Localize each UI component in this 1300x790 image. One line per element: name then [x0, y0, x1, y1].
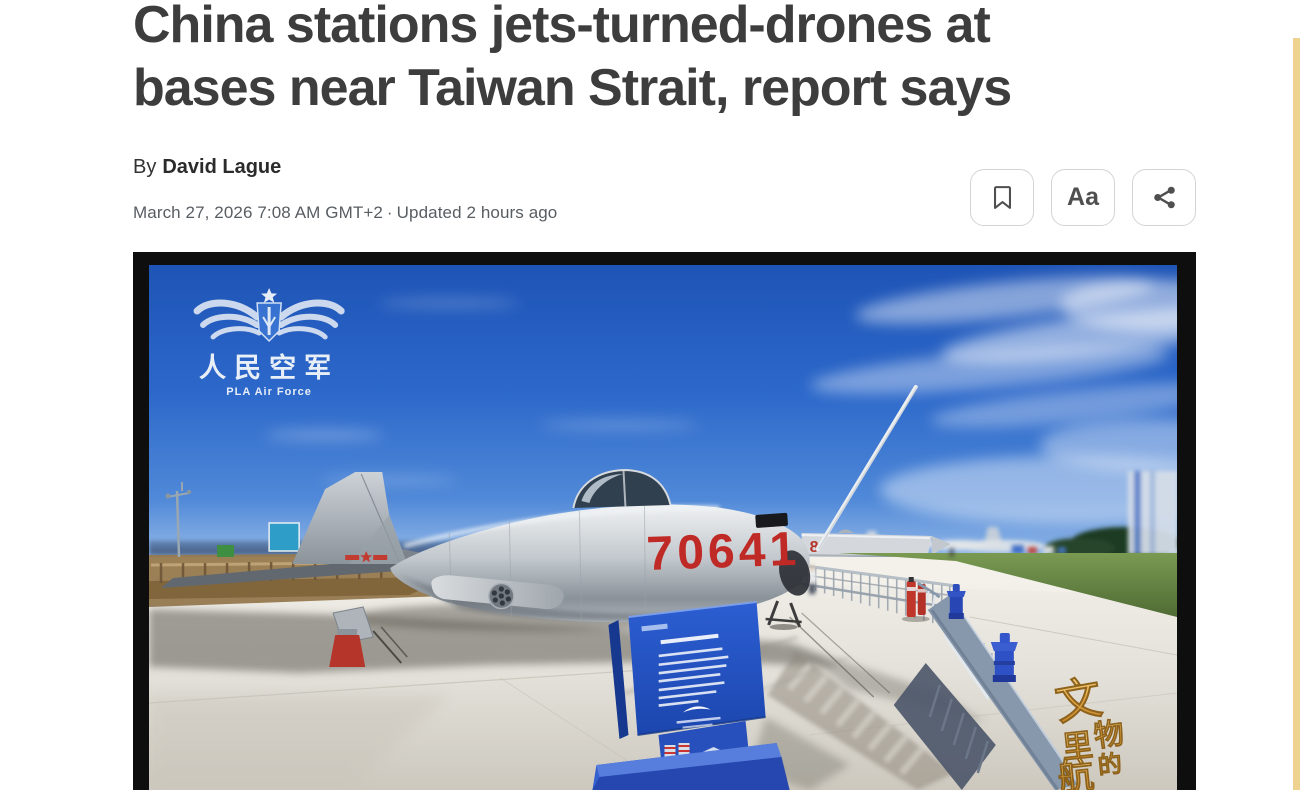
emblem-en-text: PLA Air Force: [226, 386, 312, 398]
grass: [837, 553, 1177, 617]
belly-stores: [431, 575, 564, 610]
text-size-button[interactable]: Aa: [1051, 169, 1115, 226]
gold-watermark-char: 物: [1092, 716, 1127, 755]
byline-prefix: By: [133, 156, 157, 178]
date-text: March 27, 2026 7:08 AM GMT+2: [133, 203, 383, 222]
tie-down-wires: [789, 612, 891, 698]
distant-objects: [1011, 545, 1066, 554]
text-size-label: Aa: [1067, 183, 1099, 211]
meta-separator: ·: [386, 203, 393, 222]
photo-scene: 8: [149, 265, 1177, 790]
railing-post: [990, 633, 1018, 682]
blue-railing: [893, 581, 1080, 790]
article-toolbar: Aa: [970, 169, 1196, 226]
author-link[interactable]: David Lague: [162, 156, 282, 178]
info-placard: [592, 601, 850, 790]
hero-photo: 8: [149, 265, 1177, 790]
second-jet-number: 8: [810, 539, 819, 556]
gold-watermark-char: 的: [1096, 749, 1123, 780]
bookmark-button[interactable]: [970, 169, 1034, 226]
second-jet: 8: [801, 529, 951, 558]
fire-extinguishers: [901, 577, 930, 622]
cockpit-canopy: [572, 468, 672, 509]
gold-watermark: 文 物 里 的 航: [1051, 669, 1127, 790]
share-icon: [1151, 184, 1178, 211]
page-edge-accent: [1293, 38, 1300, 790]
updated-text: Updated 2 hours ago: [396, 203, 558, 222]
plaaf-roundel: [345, 551, 388, 563]
gold-watermark-char: 文: [1051, 670, 1106, 731]
byline: By David Lague: [133, 156, 281, 179]
article-hero-image: 8: [133, 252, 1196, 790]
bookmark-icon: [989, 184, 1016, 211]
dateline: March 27, 2026 7:08 AM GMT+2 · Updated 2 h…: [133, 203, 561, 223]
jet-number: 70641: [646, 523, 801, 581]
page-title: China stations jets-turned-drones at bas…: [133, 0, 1012, 117]
pitot-pole: [815, 385, 918, 551]
gold-watermark-char: 航: [1056, 754, 1096, 790]
weather-mast: [165, 482, 192, 558]
distant-building: [1127, 471, 1177, 555]
share-button[interactable]: [1132, 169, 1196, 226]
support-stands: [329, 600, 802, 667]
gold-watermark-char: 里: [1060, 727, 1095, 766]
plaaf-emblem-watermark: 人民空军 PLA Air Force: [193, 288, 345, 398]
railing-post: [946, 584, 966, 619]
emblem-cn-text: 人民空军: [199, 352, 339, 384]
display-jet: 70641: [161, 468, 811, 667]
